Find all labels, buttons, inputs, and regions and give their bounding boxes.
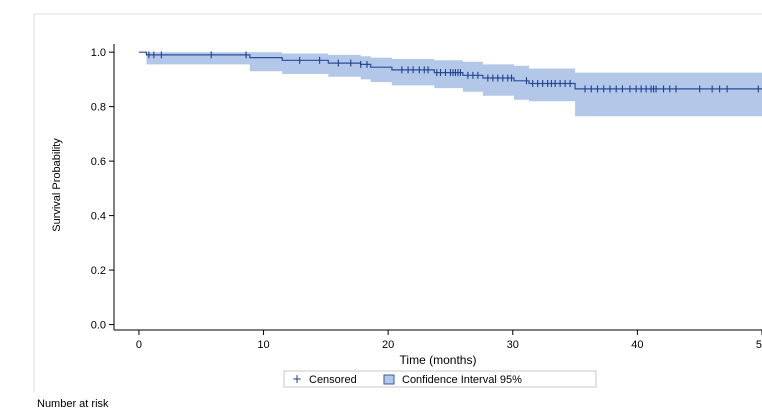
survival-curve [138,51,762,90]
legend-ci-label: Confidence Interval 95% [402,374,522,386]
x-tick-label: 10 [257,339,269,351]
confidence-band [138,52,762,117]
axes: 0.0 0.2 0.4 0.6 0.8 1.0 0 10 20 30 40 50 [91,44,762,351]
y-tick-label: 1.0 [91,47,106,59]
y-tick-label: 0.2 [91,265,106,277]
y-tick-label: 0.0 [91,320,106,332]
x-tick-label: 50 [756,339,762,351]
x-axis-title: Time (months) [400,353,477,367]
x-tick-label: 0 [136,339,142,351]
plot-area [138,51,762,117]
x-tick-label: 30 [507,339,519,351]
x-tick-label: 40 [631,339,643,351]
y-axis-title: Survival Probability [51,138,63,232]
y-tick-label: 0.4 [91,211,106,223]
legend-censored-symbol: + [292,372,302,386]
legend: + Censored Confidence Interval 95% [283,370,597,388]
legend-box [283,370,597,388]
legend-censored-label: Censored [309,374,357,386]
x-tick-label: 20 [382,339,394,351]
legend-ci-swatch [383,374,395,385]
number-at-risk-label: Number at risk [37,398,109,410]
y-tick-label: 0.6 [91,156,106,168]
y-tick-label: 0.8 [91,102,106,114]
